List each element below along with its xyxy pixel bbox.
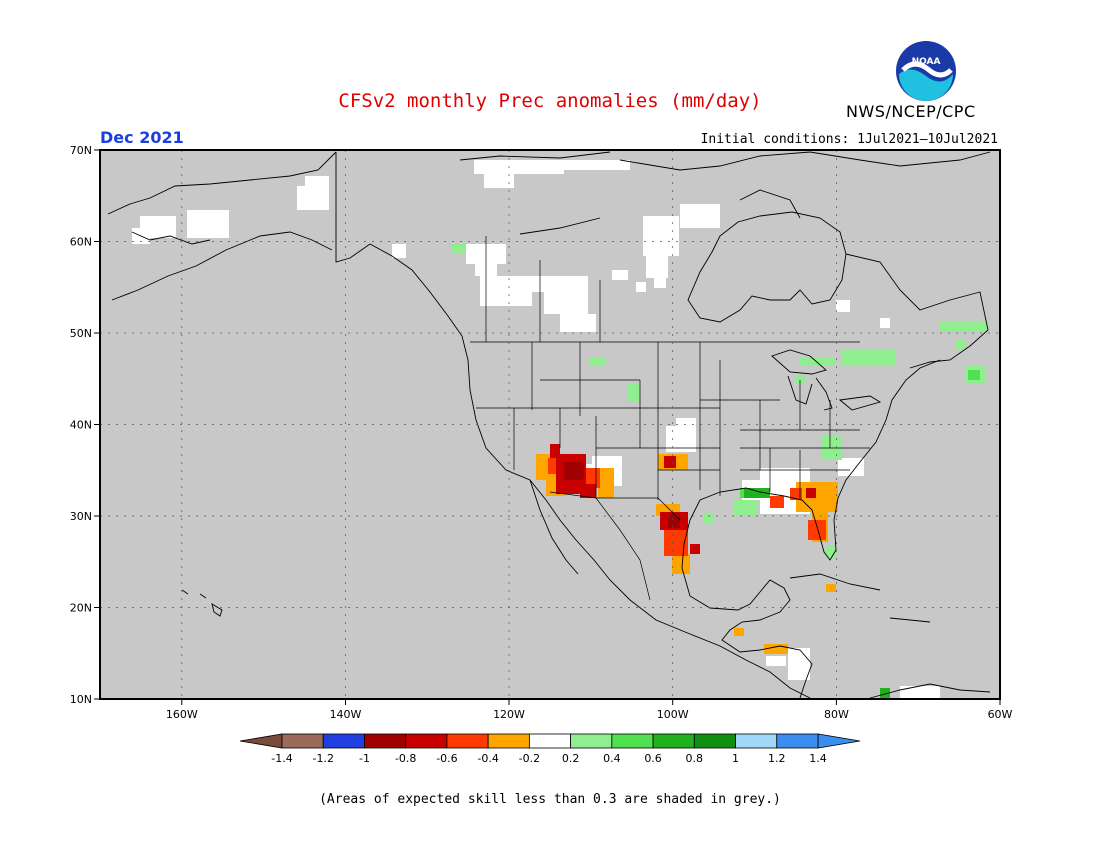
- lat-label: 10N: [70, 693, 92, 706]
- colorbar-labels: -1.4 -1.2 -1 -0.8 -0.6 -0.4 -0.2 0.2 0.4 0.6 0.8 1 1…: [271, 752, 826, 765]
- lon-label: 80W: [824, 708, 849, 721]
- lon-label: 140W: [330, 708, 362, 721]
- longitude-labels: 160W 140W 120W 100W 80W 60W: [166, 708, 1013, 721]
- colorbar-bin: [281, 733, 324, 749]
- colorbar-bin: [735, 733, 778, 749]
- noaa-logo: NOAA: [896, 41, 956, 101]
- colorbar-label: -1: [359, 752, 370, 765]
- colorbar-bin: [693, 733, 736, 749]
- colorbar-label: 0.4: [603, 752, 621, 765]
- colorbar-bin: [776, 733, 819, 749]
- lon-label: 60W: [988, 708, 1013, 721]
- lat-label: 60N: [70, 236, 92, 249]
- colorbar-label: -0.6: [436, 752, 457, 765]
- agency-label: NWS/NCEP/CPC: [846, 102, 976, 121]
- colorbar-label: 0.8: [686, 752, 704, 765]
- lat-label: 20N: [70, 602, 92, 615]
- lat-lon-grid: [100, 150, 1000, 699]
- footnote: (Areas of expected skill less than 0.3 a…: [319, 792, 781, 807]
- colorbar-bin: [487, 733, 530, 749]
- colorbar-bin: [570, 733, 613, 749]
- positive-strong-areas: [744, 488, 890, 698]
- political-borders: [470, 236, 870, 601]
- colorbar-label: 0.6: [644, 752, 662, 765]
- svg-text:NOAA: NOAA: [912, 57, 941, 67]
- lon-label: 100W: [657, 708, 689, 721]
- lat-label: 30N: [70, 510, 92, 523]
- colorbar-label: -0.8: [395, 752, 416, 765]
- colorbar-bin: [364, 733, 407, 749]
- lon-label: 120W: [493, 708, 525, 721]
- negative-extreme-areas: [564, 462, 680, 528]
- colorbar-bin: [652, 733, 695, 749]
- colorbar: -1.4 -1.2 -1 -0.8 -0.6 -0.4 -0.2 0.2 0.4 0.6 0.8 1 1…: [239, 733, 861, 765]
- colorbar-label: 0.2: [562, 752, 580, 765]
- positive-light-areas: [452, 244, 988, 558]
- colorbar-label: 1.2: [768, 752, 786, 765]
- colorbar-bin: [446, 733, 489, 749]
- lat-label: 50N: [70, 327, 92, 340]
- colorbar-bin: [322, 733, 365, 749]
- colorbar-label: -0.2: [519, 752, 540, 765]
- colorbar-bin: [528, 733, 572, 749]
- colorbar-label: 1: [732, 752, 739, 765]
- colorbar-label: 1.4: [809, 752, 827, 765]
- colorbar-label: -1.2: [312, 752, 333, 765]
- anomaly-patches: [132, 160, 988, 698]
- colorbar-bin: [405, 733, 448, 749]
- colorbar-label: -0.4: [477, 752, 498, 765]
- lat-label: 70N: [70, 144, 92, 157]
- chart-title: CFSv2 monthly Prec anomalies (mm/day): [338, 90, 762, 112]
- axis-ticks: [94, 149, 1001, 705]
- colorbar-lower-arrow: [239, 733, 283, 749]
- lon-label: 160W: [166, 708, 198, 721]
- target-month: Dec 2021: [100, 128, 184, 147]
- lat-label: 40N: [70, 419, 92, 432]
- colorbar-bins: [281, 733, 819, 749]
- colorbar-label: -1.4: [271, 752, 292, 765]
- colorbar-upper-arrow: [817, 733, 861, 749]
- colorbar-bin: [611, 733, 654, 749]
- initial-conditions: Initial conditions: 1Jul2021—10Jul2021: [700, 132, 998, 147]
- latitude-labels: 70N 60N 50N 40N 30N 20N 10N: [70, 144, 92, 706]
